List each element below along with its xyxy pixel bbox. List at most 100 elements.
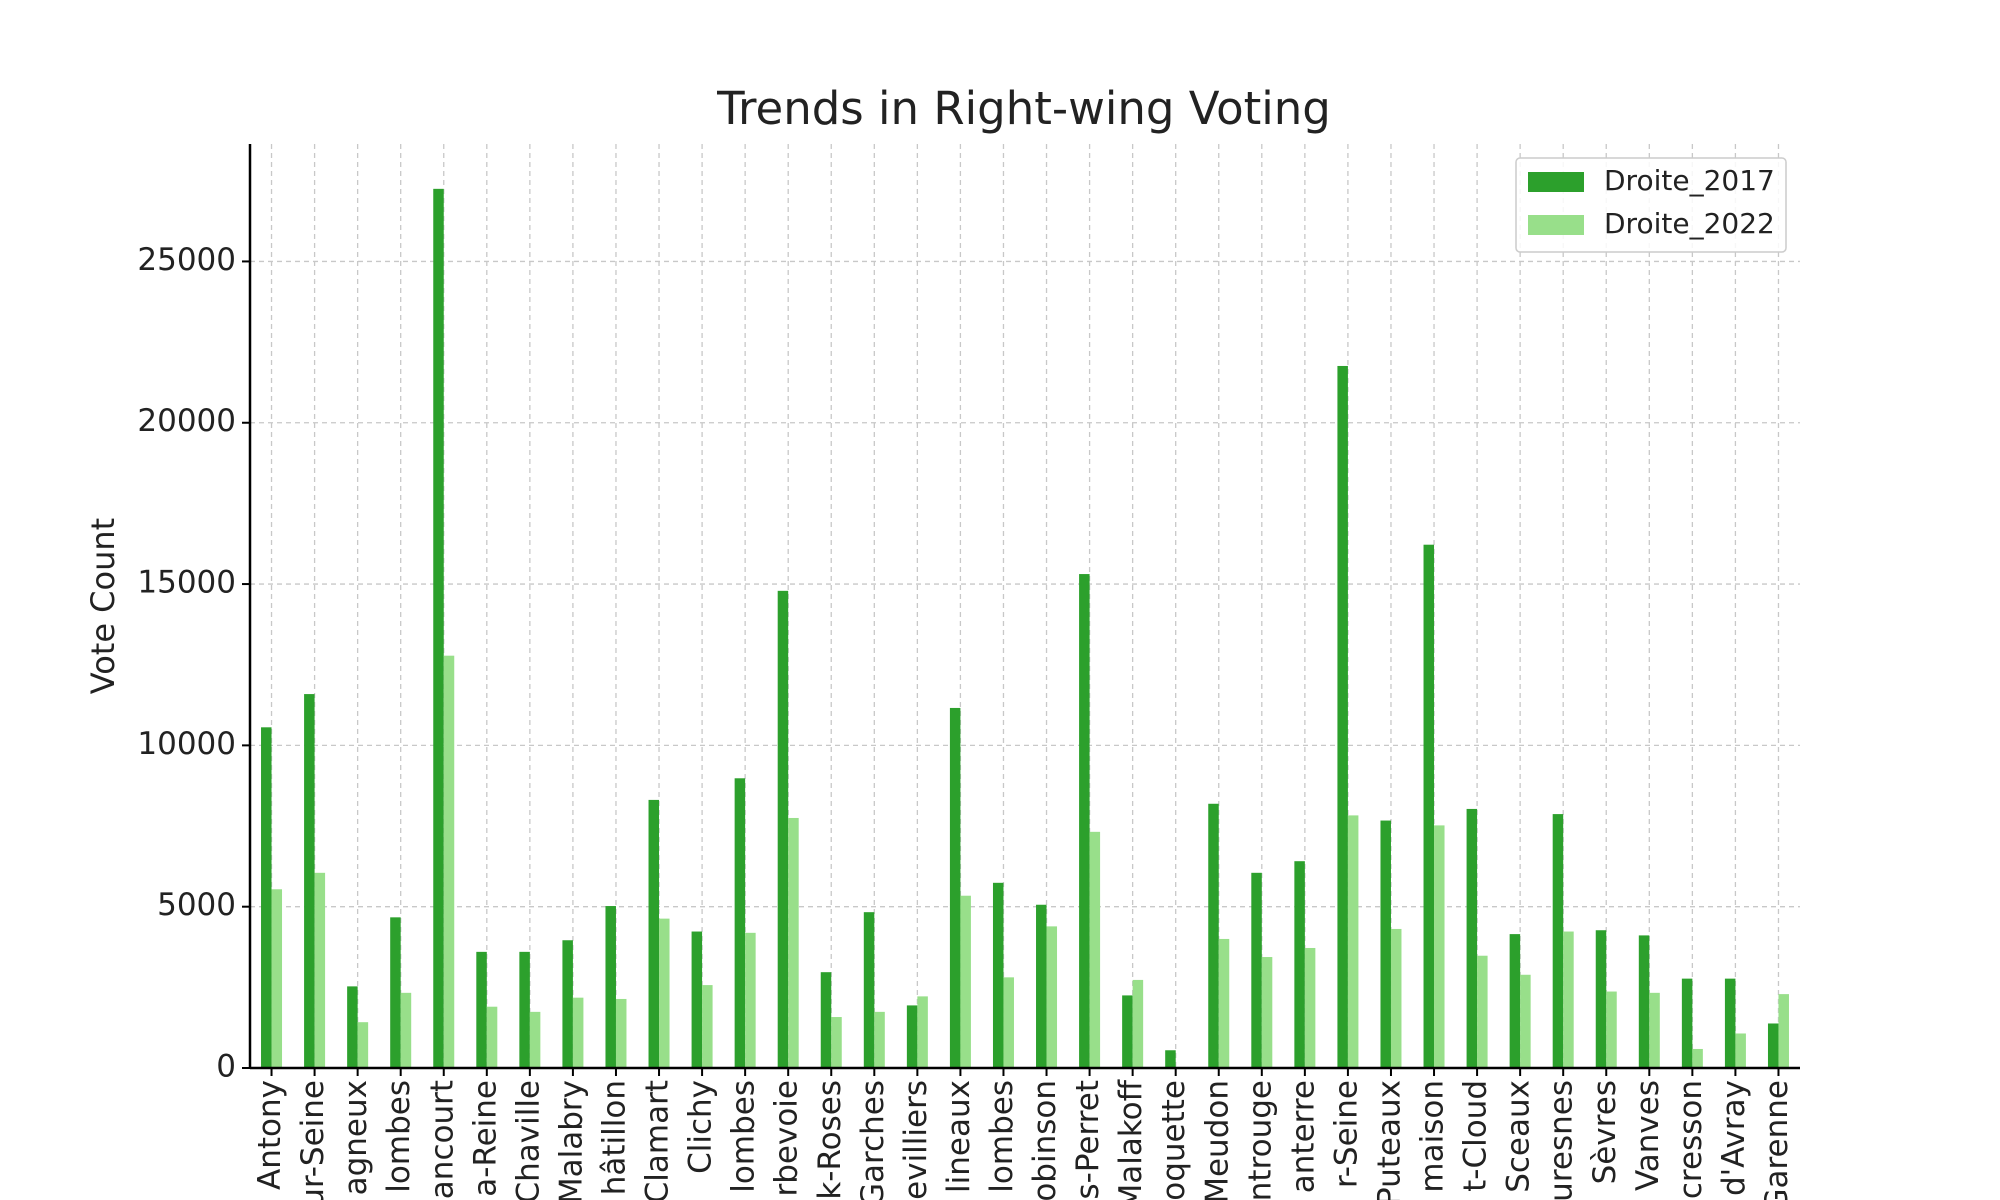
x-tick-label: ancourt [424,1080,460,1199]
bar [271,889,283,1068]
x-tick-label: r-Seine [1328,1080,1364,1188]
x-tick-label: a-Reine [467,1080,503,1197]
bar [917,996,928,1068]
x-tick-label: Chaville [510,1080,546,1200]
bar [486,1006,498,1068]
bar [1595,930,1607,1068]
bar [1347,815,1359,1068]
bar [1735,1033,1746,1068]
x-tick-label: s-Perret [1070,1080,1106,1200]
bar [1649,992,1660,1068]
x-tick-label: ur-Seine [295,1080,331,1200]
bar [390,917,401,1068]
bar [1304,947,1316,1068]
bar [1552,814,1564,1068]
bar [1390,928,1402,1068]
bar [659,918,670,1068]
x-tick-label: Sèvres [1587,1080,1623,1184]
bar [1509,934,1521,1068]
bar [702,985,713,1068]
x-tick-label: anterre [1285,1080,1321,1193]
bar [443,655,455,1068]
y-tick-label: 10000 [137,726,236,762]
bar [400,992,412,1068]
bar [1767,1023,1779,1068]
legend-label: Droite_2022 [1604,207,1775,240]
bar [433,188,444,1068]
x-tick-label: lineaux [941,1080,977,1193]
x-tick-label: k-Roses [812,1080,848,1200]
bar [1337,365,1348,1068]
bar [1294,861,1305,1068]
bar [357,1022,369,1068]
x-tick-label: maison [1415,1080,1451,1193]
bar [562,940,573,1068]
bar [1638,935,1650,1068]
x-tick-label: Garenne [1759,1080,1795,1200]
x-tick-label: uresnes [1544,1080,1580,1200]
x-tick-label: Puteaux [1371,1080,1407,1200]
bar [1466,808,1478,1068]
x-tick-label: t-Cloud [1458,1080,1494,1192]
bar [1692,1048,1703,1068]
chart-title: Trends in Right-wing Voting [716,82,1331,135]
bar [874,1011,885,1068]
x-tick-label: oquette [1156,1080,1192,1200]
bar [1003,977,1014,1068]
x-tick-label: Vanves [1630,1080,1666,1191]
bar [347,986,358,1068]
legend-swatch [1528,172,1584,192]
bar [1563,931,1574,1068]
bar [1261,957,1273,1068]
x-tick-label: d'Avray [1716,1080,1752,1196]
bar [314,872,326,1068]
x-tick-label: agneux [338,1080,374,1195]
bar [572,997,584,1068]
y-tick-label: 15000 [137,565,236,601]
bar [1218,938,1230,1068]
x-tick-label: Sceaux [1501,1080,1537,1193]
bar [949,707,961,1068]
bar [788,817,799,1068]
x-tick-label: lombes [984,1080,1020,1193]
bar [906,1005,918,1068]
x-tick-label: lombes [726,1080,762,1193]
bar [863,912,875,1068]
bar [1251,872,1262,1068]
bar [648,799,660,1068]
bar [1089,831,1101,1068]
x-tick-label: Malabry [553,1080,589,1200]
x-tick-label: Clichy [683,1080,719,1174]
bar [1132,979,1144,1068]
y-axis-label: Vote Count [84,518,122,694]
x-tick-label: ntrouge [1242,1080,1278,1200]
bar [519,951,530,1068]
x-tick-label: Garches [855,1080,891,1200]
bar [1778,994,1789,1068]
bar [1724,978,1736,1068]
bar [960,895,971,1068]
bar [1520,974,1531,1068]
legend-swatch [1528,215,1584,235]
bar [1681,978,1693,1068]
bar [1165,1050,1176,1068]
bar [1606,991,1617,1068]
bar [1208,803,1219,1068]
bar [691,931,703,1068]
y-tick-label: 25000 [137,242,236,278]
x-tick-label: Clamart [640,1080,676,1200]
x-tick-label: Malakoff [1113,1079,1149,1200]
x-tick-label: Antony [252,1080,288,1190]
bar [261,727,272,1068]
x-tick-label: hâtillon [596,1080,632,1195]
bar [605,906,616,1068]
bar [476,951,487,1068]
bar [831,1017,842,1068]
bar [1079,574,1090,1068]
bar [615,998,627,1068]
y-tick-label: 0 [216,1049,236,1085]
x-tick-label: obinson [1027,1080,1063,1200]
bar [1380,820,1391,1068]
